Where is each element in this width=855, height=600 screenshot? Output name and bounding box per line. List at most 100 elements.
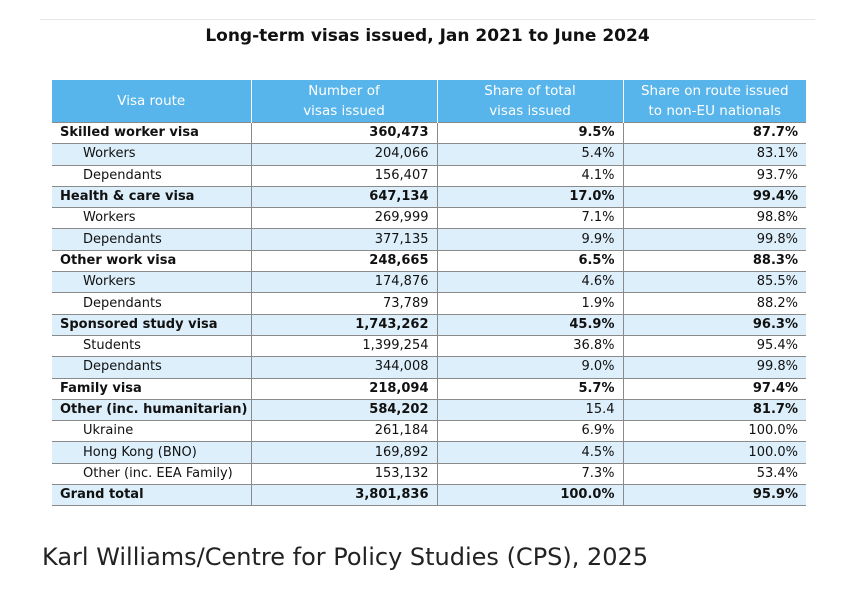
table-row: Skilled worker visa 360,473 9.5% 87.7% <box>52 121 806 144</box>
cell-visa-route: Other work visa <box>52 249 251 272</box>
cell-visa-route: Ukraine <box>52 420 251 442</box>
source-caption: Karl Williams/Centre for Policy Studies … <box>42 543 649 571</box>
cell-number-of-visas: 248,665 <box>250 249 437 272</box>
table-title: Long-term visas issued, Jan 2021 to June… <box>205 26 650 46</box>
cell-share-of-total: 6.5% <box>436 249 623 272</box>
header-line: Share on route issued <box>640 83 789 99</box>
cell-share-non-eu: 88.3% <box>622 249 806 272</box>
cell-number-of-visas: 153,132 <box>250 462 437 485</box>
cell-share-of-total: 15.4 <box>436 398 623 421</box>
cell-share-non-eu: 87.7% <box>622 121 806 144</box>
cell-visa-route: Dependants <box>52 292 251 315</box>
cell-share-of-total: 4.1% <box>436 164 623 187</box>
cell-share-non-eu: 81.7% <box>622 398 806 421</box>
table-row: Other (inc. EEA Family) 153,132 7.3% 53.4% <box>52 462 806 485</box>
cell-visa-route: Hong Kong (BNO) <box>52 441 251 464</box>
cell-visa-route: Other (inc. EEA Family) <box>52 462 251 485</box>
cell-share-of-total: 5.7% <box>436 377 623 400</box>
cell-share-non-eu: 100.0% <box>622 420 806 442</box>
table-row: Other work visa 248,665 6.5% 88.3% <box>52 249 806 272</box>
cell-share-of-total: 100.0% <box>436 484 623 506</box>
cell-share-non-eu: 53.4% <box>622 462 806 485</box>
cell-share-non-eu: 99.8% <box>622 356 806 379</box>
cell-share-of-total: 4.6% <box>436 271 623 293</box>
table-row: Dependants 377,135 9.9% 99.8% <box>52 228 806 251</box>
cell-visa-route: Skilled worker visa <box>52 121 251 144</box>
cell-share-of-total: 36.8% <box>436 334 623 357</box>
table-row: Grand total 3,801,836 100.0% 95.9% <box>52 484 806 506</box>
cell-share-of-total: 9.5% <box>436 121 623 144</box>
table-row: Workers 174,876 4.6% 85.5% <box>52 271 806 293</box>
cell-share-non-eu: 83.1% <box>622 143 806 166</box>
table-row: Hong Kong (BNO) 169,892 4.5% 100.0% <box>52 441 806 464</box>
table-row: Workers 269,999 7.1% 98.8% <box>52 207 806 229</box>
cell-visa-route: Workers <box>52 143 251 166</box>
header-share-of-total: Share of total visas issued <box>436 80 623 123</box>
cell-visa-route: Dependants <box>52 164 251 187</box>
cell-number-of-visas: 156,407 <box>250 164 437 187</box>
top-divider <box>40 19 815 20</box>
table-row: Dependants 73,789 1.9% 88.2% <box>52 292 806 315</box>
cell-share-of-total: 4.5% <box>436 441 623 464</box>
header-line: visas issued <box>303 103 385 119</box>
header-line: Number of <box>308 83 380 99</box>
table-row: Sponsored study visa 1,743,262 45.9% 96.3% <box>52 313 806 336</box>
header-number-of-visas: Number of visas issued <box>250 80 437 123</box>
cell-share-non-eu: 97.4% <box>622 377 806 400</box>
table-row: Ukraine 261,184 6.9% 100.0% <box>52 420 806 442</box>
cell-visa-route: Dependants <box>52 356 251 379</box>
cell-number-of-visas: 204,066 <box>250 143 437 166</box>
cell-share-non-eu: 95.4% <box>622 334 806 357</box>
cell-share-non-eu: 100.0% <box>622 441 806 464</box>
header-share-non-eu: Share on route issued to non-EU national… <box>622 80 806 123</box>
cell-share-of-total: 9.0% <box>436 356 623 379</box>
cell-share-of-total: 6.9% <box>436 420 623 442</box>
cell-visa-route: Family visa <box>52 377 251 400</box>
table-row: Dependants 156,407 4.1% 93.7% <box>52 164 806 187</box>
cell-share-of-total: 7.3% <box>436 462 623 485</box>
visa-table-container: Visa route Number of visas issued Share … <box>52 80 806 507</box>
cell-share-non-eu: 88.2% <box>622 292 806 315</box>
cell-share-of-total: 9.9% <box>436 228 623 251</box>
cell-number-of-visas: 261,184 <box>250 420 437 442</box>
header-visa-route: Visa route <box>52 80 251 123</box>
cell-share-non-eu: 95.9% <box>622 484 806 506</box>
cell-number-of-visas: 377,135 <box>250 228 437 251</box>
cell-share-of-total: 17.0% <box>436 185 623 208</box>
cell-share-non-eu: 85.5% <box>622 271 806 293</box>
cell-share-of-total: 45.9% <box>436 313 623 336</box>
cell-number-of-visas: 3,801,836 <box>250 484 437 506</box>
header-line: visas issued <box>489 103 571 119</box>
cell-share-non-eu: 96.3% <box>622 313 806 336</box>
cell-visa-route: Health & care visa <box>52 185 251 208</box>
table-row: Family visa 218,094 5.7% 97.4% <box>52 377 806 400</box>
cell-share-non-eu: 93.7% <box>622 164 806 187</box>
table-row: Students 1,399,254 36.8% 95.4% <box>52 334 806 357</box>
cell-number-of-visas: 647,134 <box>250 185 437 208</box>
cell-visa-route: Sponsored study visa <box>52 313 251 336</box>
cell-visa-route: Students <box>52 334 251 357</box>
table-row: Other (inc. humanitarian) 584,202 15.4 81.7… <box>52 398 806 421</box>
cell-number-of-visas: 169,892 <box>250 441 437 464</box>
cell-number-of-visas: 218,094 <box>250 377 437 400</box>
cell-share-non-eu: 99.4% <box>622 185 806 208</box>
cell-share-of-total: 5.4% <box>436 143 623 166</box>
cell-visa-route: Workers <box>52 207 251 229</box>
cell-share-of-total: 1.9% <box>436 292 623 315</box>
table-header-row: Visa route Number of visas issued Share … <box>52 80 806 123</box>
cell-visa-route: Workers <box>52 271 251 293</box>
cell-number-of-visas: 344,008 <box>250 356 437 379</box>
cell-number-of-visas: 360,473 <box>250 121 437 144</box>
cell-number-of-visas: 174,876 <box>250 271 437 293</box>
cell-visa-route: Other (inc. humanitarian) <box>52 398 251 421</box>
cell-visa-route: Grand total <box>52 484 251 506</box>
table-row: Workers 204,066 5.4% 83.1% <box>52 143 806 166</box>
visa-table: Visa route Number of visas issued Share … <box>52 80 806 507</box>
cell-number-of-visas: 1,743,262 <box>250 313 437 336</box>
table-row: Health & care visa 647,134 17.0% 99.4% <box>52 185 806 208</box>
cell-visa-route: Dependants <box>52 228 251 251</box>
header-line: Visa route <box>117 93 186 109</box>
header-line: to non-EU nationals <box>648 103 782 119</box>
cell-number-of-visas: 269,999 <box>250 207 437 229</box>
table-body: Skilled worker visa 360,473 9.5% 87.7% Worke… <box>52 121 806 506</box>
